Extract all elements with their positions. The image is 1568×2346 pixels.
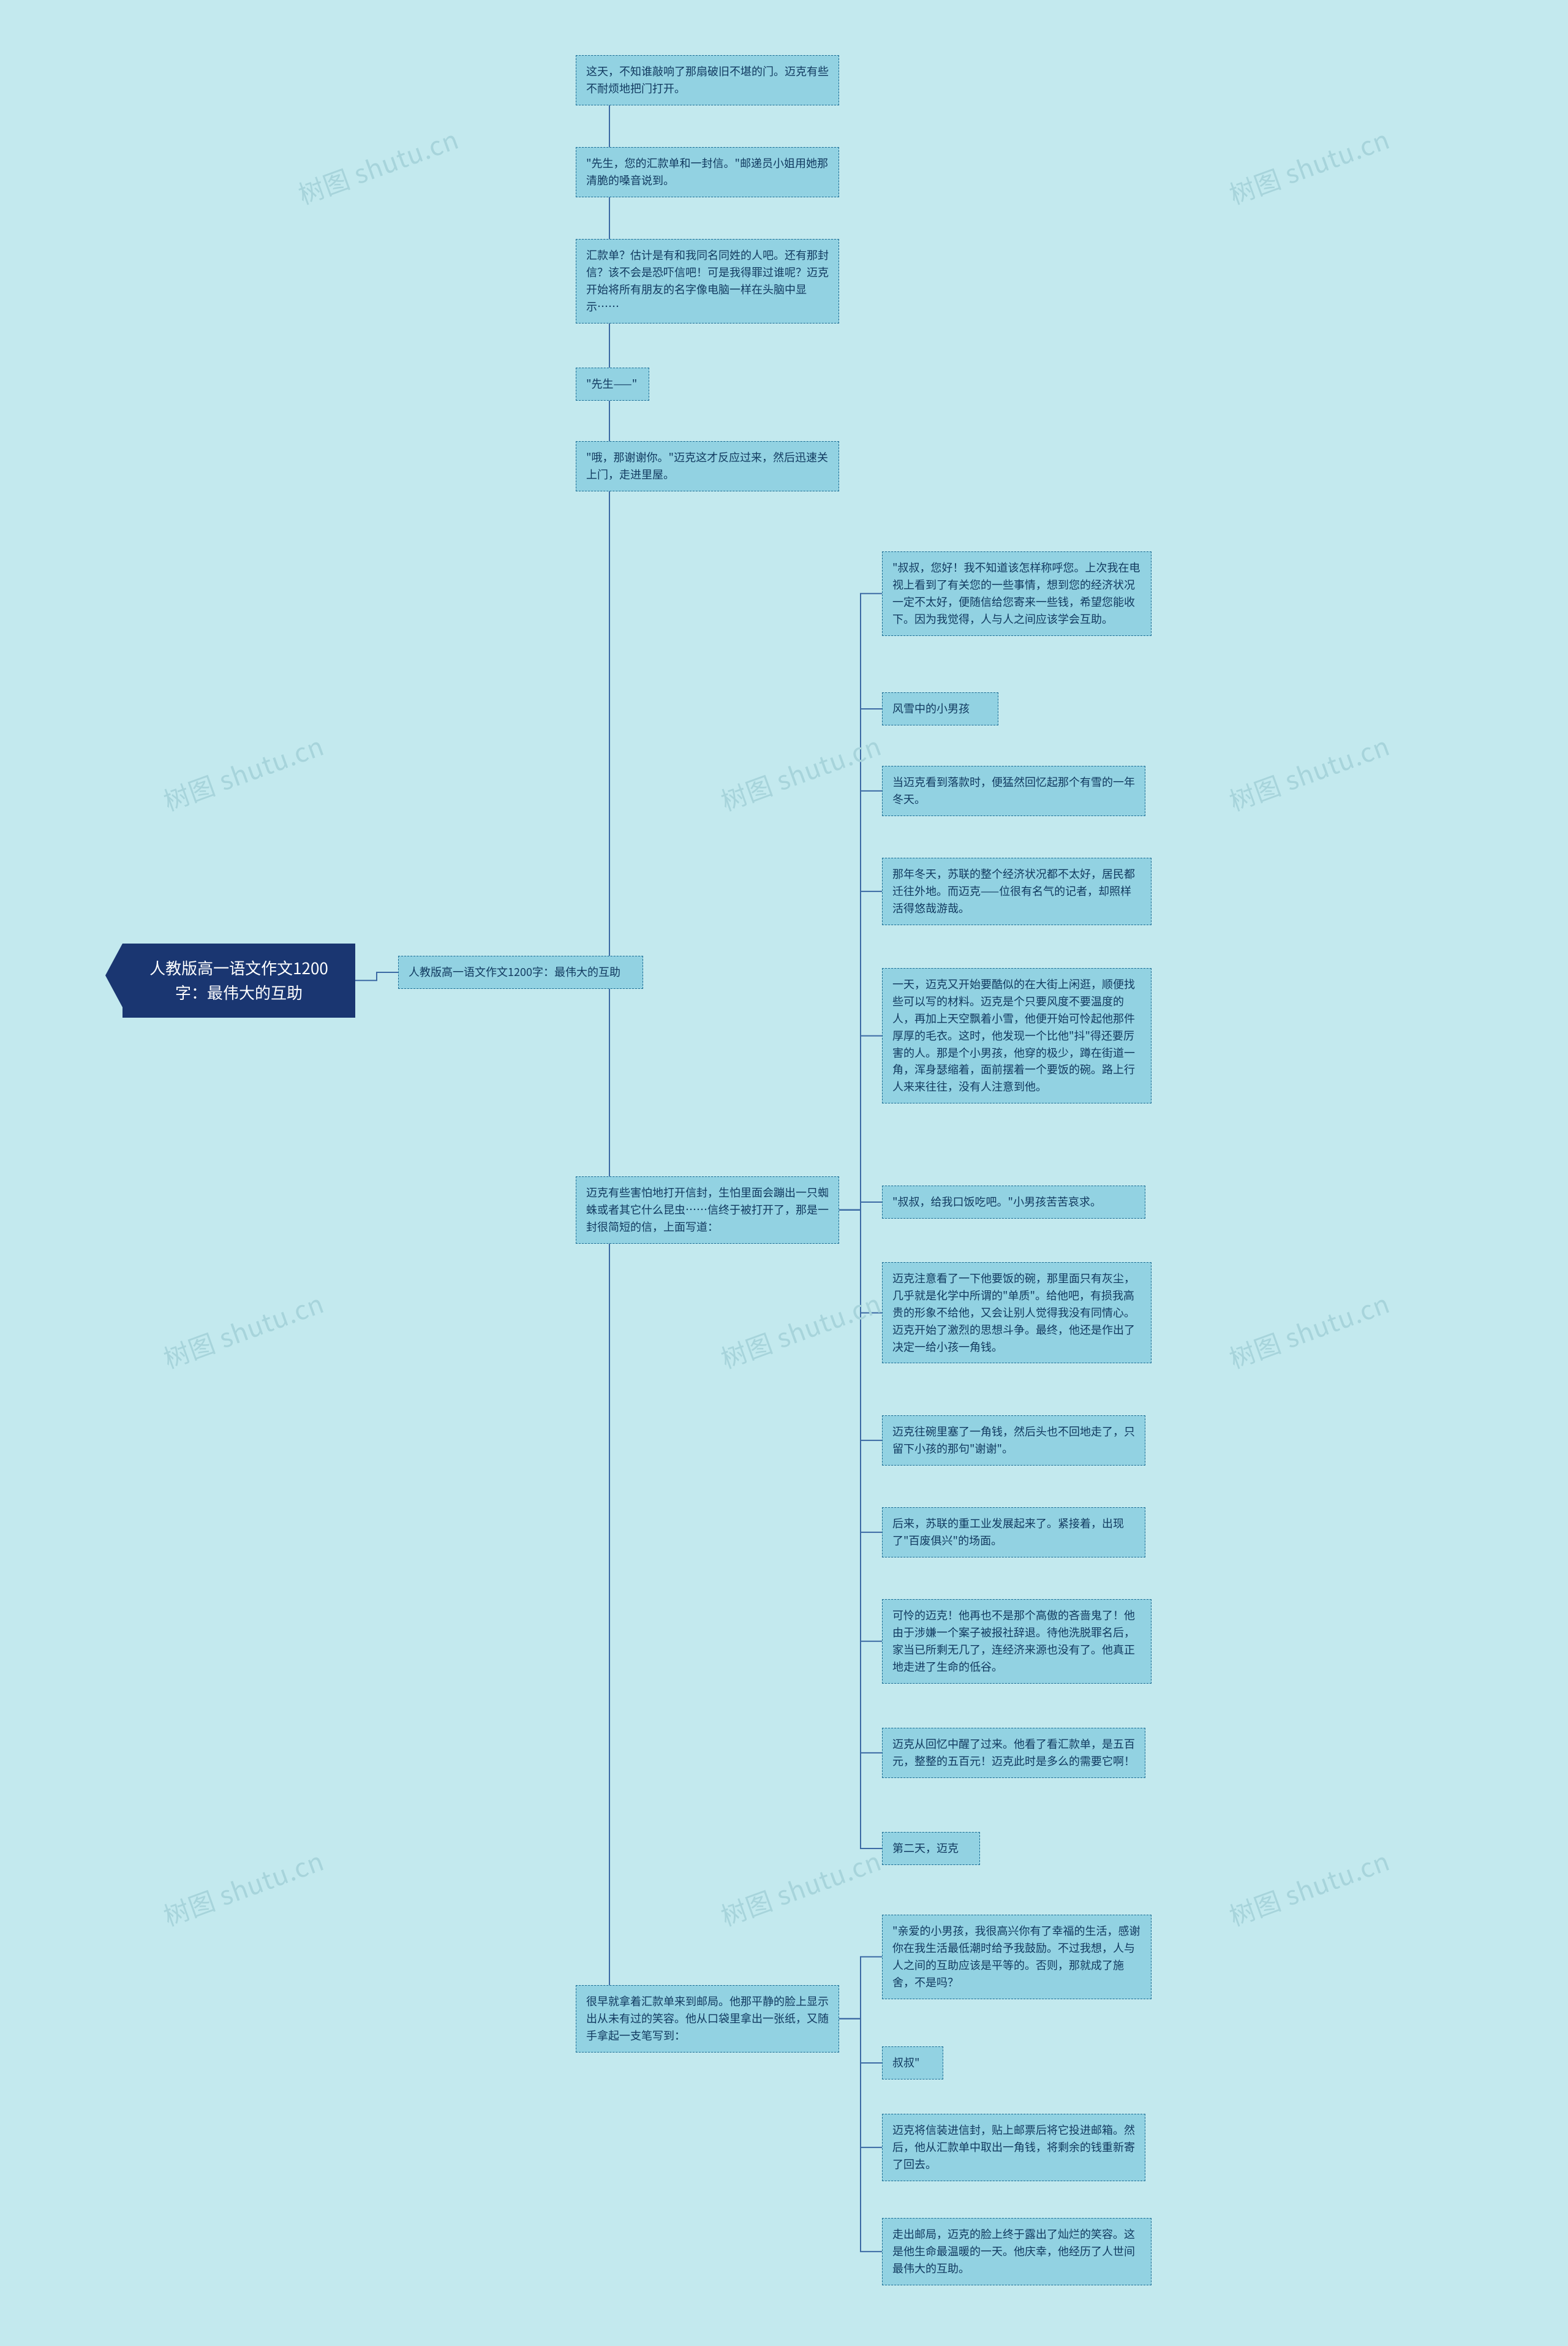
node-text: 汇款单？估计是有和我同名同姓的人吧。还有那封信？该不会是恐吓信吧！可是我得罪过谁… [586,247,829,314]
leaf-text: 迈克注意看了一下他要饭的碗，那里面只有灰尘，几乎就是化学中所谓的"单质"。给他吧… [892,1270,1135,1355]
mindmap-leaf: 可怜的迈克！他再也不是那个高傲的吝啬鬼了！他由于涉嫌一个案子被报社辞退。待他洗脱… [882,1599,1152,1684]
mindmap-leaf: 迈克从回忆中醒了过来。他看了看汇款单，是五百元，整整的五百元！迈克此时是多么的需… [882,1728,1145,1778]
level1-text: 人教版高一语文作文1200字：最伟大的互助 [409,964,620,980]
leaf-text: 可怜的迈克！他再也不是那个高傲的吝啬鬼了！他由于涉嫌一个案子被报社辞退。待他洗脱… [892,1607,1135,1674]
node-text: "哦，那谢谢你。"迈克这才反应过来，然后迅速关上门，走进里屋。 [586,449,828,482]
watermark: 树图 shutu.cn [715,1841,886,1934]
mindmap-leaf: 当迈克看到落款时，便猛然回忆起那个有雪的一年冬天。 [882,766,1145,816]
mindmap-leaf: 后来，苏联的重工业发展起来了。紧接着，出现了"百废俱兴"的场面。 [882,1507,1145,1557]
mindmap-level2-node: "先生——" [576,368,649,401]
root-text: 人教版高一语文作文1200字：最伟大的互助 [149,956,328,1004]
leaf-text: "叔叔，给我口饭吃吧。"小男孩苦苦哀求。 [892,1194,1101,1209]
mindmap-level2-node: "哦，那谢谢你。"迈克这才反应过来，然后迅速关上门，走进里屋。 [576,441,839,491]
mindmap-leaf: 一天，迈克又开始要酷似的在大街上闲逛，顺便找些可以写的材料。迈克是个只要风度不要… [882,968,1152,1103]
node-text: "先生——" [586,376,637,392]
mindmap-leaf: "亲爱的小男孩，我很高兴你有了幸福的生活，感谢你在我生活最低潮时给予我鼓励。不过… [882,1915,1152,1999]
watermark: 树图 shutu.cn [158,1284,329,1376]
mindmap-level2-node: 迈克有些害怕地打开信封，生怕里面会蹦出一只蜘蛛或者其它什么昆虫……信终于被打开了… [576,1176,839,1244]
watermark: 树图 shutu.cn [158,1841,329,1934]
leaf-text: 当迈克看到落款时，便猛然回忆起那个有雪的一年冬天。 [892,774,1135,807]
mindmap-leaf: 风雪中的小男孩 [882,692,998,725]
mindmap-leaf: 迈克注意看了一下他要饭的碗，那里面只有灰尘，几乎就是化学中所谓的"单质"。给他吧… [882,1262,1152,1363]
leaf-text: "叔叔，您好！我不知道该怎样称呼您。上次我在电视上看到了有关您的一些事情，想到您… [892,559,1140,627]
mindmap-level2-node: 很早就拿着汇款单来到邮局。他那平静的脸上显示出从未有过的笑容。他从口袋里拿出一张… [576,1985,839,2053]
mindmap-leaf: "叔叔，您好！我不知道该怎样称呼您。上次我在电视上看到了有关您的一些事情，想到您… [882,551,1152,636]
leaf-text: 叔叔" [892,2054,920,2070]
leaf-text: 一天，迈克又开始要酷似的在大街上闲逛，顺便找些可以写的材料。迈克是个只要风度不要… [892,976,1135,1094]
leaf-text: 风雪中的小男孩 [892,700,970,716]
node-text: 这天，不知谁敲响了那扇破旧不堪的门。迈克有些不耐烦地把门打开。 [586,63,829,96]
watermark: 树图 shutu.cn [1224,726,1395,819]
mindmap-level2-node: "先生，您的汇款单和一封信。"邮递员小姐用她那清脆的嗓音说到。 [576,147,839,197]
node-text: 迈克有些害怕地打开信封，生怕里面会蹦出一只蜘蛛或者其它什么昆虫……信终于被打开了… [586,1184,829,1235]
mindmap-level2-node: 汇款单？估计是有和我同名同姓的人吧。还有那封信？该不会是恐吓信吧！可是我得罪过谁… [576,239,839,324]
mindmap-leaf: 迈克往碗里塞了一角钱，然后头也不回地走了，只留下小孩的那句"谢谢"。 [882,1415,1145,1466]
mindmap-leaf: 第二天，迈克 [882,1832,980,1865]
mindmap-level2-node: 这天，不知谁敲响了那扇破旧不堪的门。迈克有些不耐烦地把门打开。 [576,55,839,105]
watermark: 树图 shutu.cn [1224,119,1395,212]
leaf-text: "亲爱的小男孩，我很高兴你有了幸福的生活，感谢你在我生活最低潮时给予我鼓励。不过… [892,1923,1140,1990]
leaf-text: 迈克往碗里塞了一角钱，然后头也不回地走了，只留下小孩的那句"谢谢"。 [892,1423,1135,1456]
mindmap-leaf: 走出邮局，迈克的脸上终于露出了灿烂的笑容。这是他生命最温暖的一天。他庆幸，他经历… [882,2218,1152,2285]
watermark: 树图 shutu.cn [158,726,329,819]
leaf-text: 迈克将信装进信封，贴上邮票后将它投进邮箱。然后，他从汇款单中取出一角钱，将剩余的… [892,2122,1135,2172]
mindmap-leaf: "叔叔，给我口饭吃吧。"小男孩苦苦哀求。 [882,1186,1145,1219]
node-text: 很早就拿着汇款单来到邮局。他那平静的脸上显示出从未有过的笑容。他从口袋里拿出一张… [586,1993,829,2043]
leaf-text: 第二天，迈克 [892,1840,959,1856]
mindmap-level1-node: 人教版高一语文作文1200字：最伟大的互助 [398,956,643,989]
watermark: 树图 shutu.cn [293,119,464,212]
leaf-text: 后来，苏联的重工业发展起来了。紧接着，出现了"百废俱兴"的场面。 [892,1515,1124,1548]
watermark: 树图 shutu.cn [1224,1284,1395,1376]
mindmap-root: 人教版高一语文作文1200字：最伟大的互助 [123,944,355,1018]
watermark: 树图 shutu.cn [1224,1841,1395,1934]
leaf-text: 迈克从回忆中醒了过来。他看了看汇款单，是五百元，整整的五百元！迈克此时是多么的需… [892,1736,1135,1769]
watermark: 树图 shutu.cn [715,726,886,819]
node-text: "先生，您的汇款单和一封信。"邮递员小姐用她那清脆的嗓音说到。 [586,155,828,188]
mindmap-leaf: 叔叔" [882,2046,943,2079]
mindmap-leaf: 迈克将信装进信封，贴上邮票后将它投进邮箱。然后，他从汇款单中取出一角钱，将剩余的… [882,2114,1145,2181]
leaf-text: 走出邮局，迈克的脸上终于露出了灿烂的笑容。这是他生命最温暖的一天。他庆幸，他经历… [892,2226,1135,2276]
watermark: 树图 shutu.cn [715,1284,886,1376]
mindmap-leaf: 那年冬天，苏联的整个经济状况都不太好，居民都迁往外地。而迈克——位很有名气的记者… [882,858,1152,925]
leaf-text: 那年冬天，苏联的整个经济状况都不太好，居民都迁往外地。而迈克——位很有名气的记者… [892,866,1135,916]
